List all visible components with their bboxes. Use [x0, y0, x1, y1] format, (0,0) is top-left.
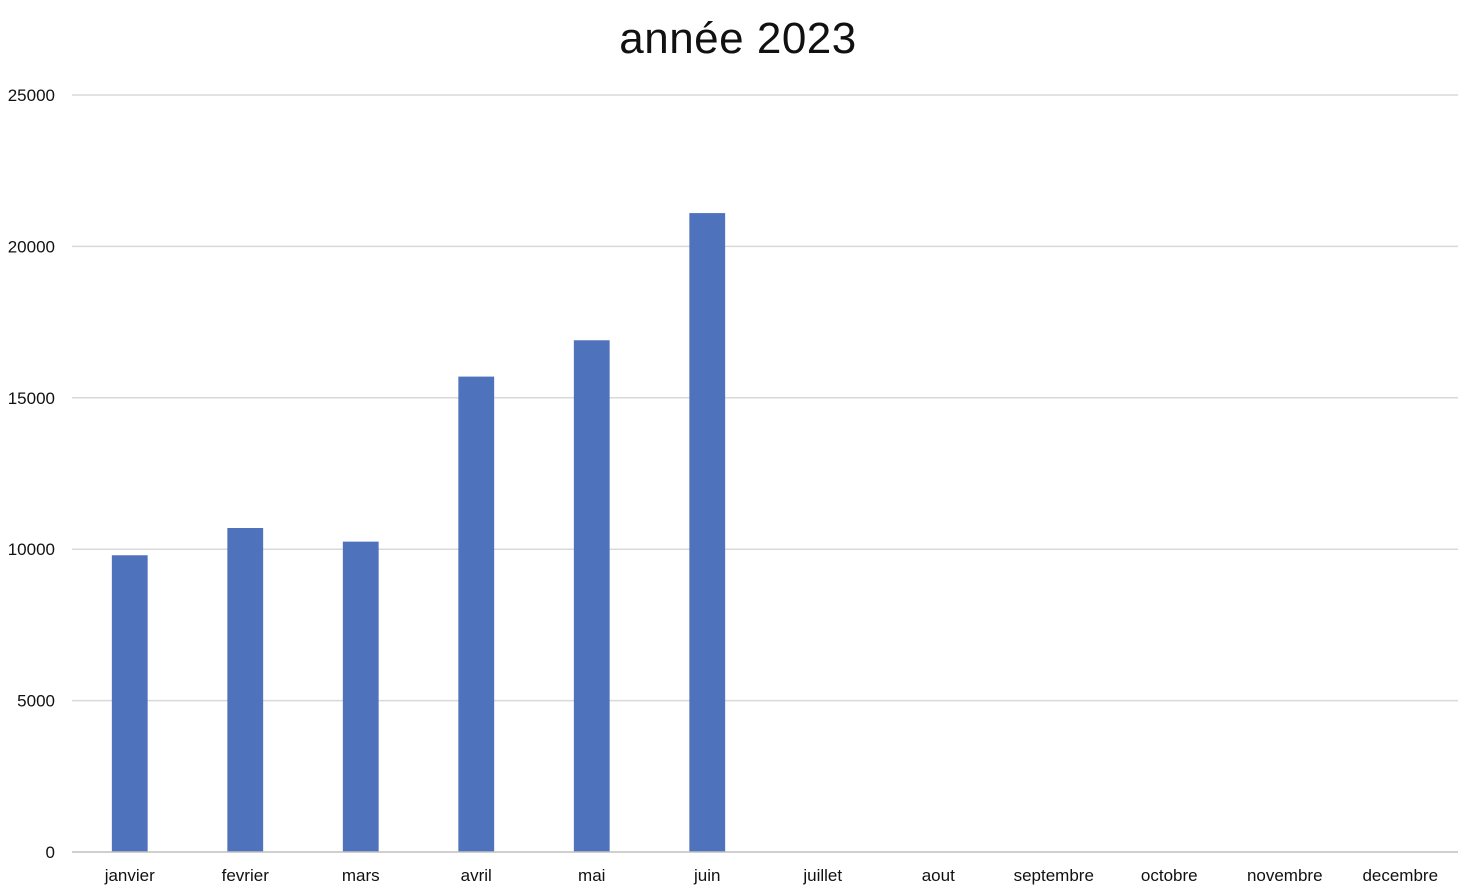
x-tick-label-juillet: juillet: [802, 866, 842, 885]
gridlines: [72, 94, 1458, 702]
y-tick: 25000: [8, 86, 55, 105]
bar-avril: [458, 376, 495, 852]
bar-mars: [342, 541, 379, 852]
x-tick-label-mai: mai: [578, 866, 605, 885]
x-tick: octobre: [1141, 866, 1198, 885]
y-tick: 15000: [8, 389, 55, 408]
y-tick-label: 25000: [8, 86, 55, 105]
y-tick: 10000: [8, 540, 55, 559]
y-tick-label: 20000: [8, 237, 55, 256]
y-tick: 20000: [8, 237, 55, 256]
y-tick-label: 15000: [8, 389, 55, 408]
bar-juin: [689, 213, 726, 853]
bar-mai: [573, 340, 610, 852]
x-tick: janvier: [104, 866, 155, 885]
x-tick-label-septembre: septembre: [1014, 866, 1094, 885]
x-tick-label-avril: avril: [461, 866, 492, 885]
chart-title: année 2023: [619, 14, 857, 63]
y-tick-label: 5000: [17, 692, 55, 711]
x-tick: mai: [578, 866, 605, 885]
bar-fevrier: [227, 528, 264, 852]
x-tick-label-aout: aout: [922, 866, 955, 885]
x-tick-label-mars: mars: [342, 866, 380, 885]
x-tick: avril: [461, 866, 492, 885]
x-tick-label-decembre: decembre: [1362, 866, 1438, 885]
x-tick-label-fevrier: fevrier: [222, 866, 270, 885]
x-tick-label-novembre: novembre: [1247, 866, 1323, 885]
tick-labels: 0 5000 10000 15000 20000 25000 janvier fevrier m…: [8, 86, 1438, 885]
x-tick: juin: [693, 866, 720, 885]
x-tick: novembre: [1247, 866, 1323, 885]
y-tick: 0: [46, 843, 55, 862]
x-tick: aout: [922, 866, 955, 885]
x-tick: juillet: [802, 866, 842, 885]
y-tick: 5000: [17, 692, 55, 711]
x-tick-label-juin: juin: [693, 866, 720, 885]
x-tick-label-octobre: octobre: [1141, 866, 1198, 885]
x-tick: mars: [342, 866, 380, 885]
bars: [111, 213, 726, 853]
y-tick-label: 10000: [8, 540, 55, 559]
x-tick: decembre: [1362, 866, 1438, 885]
y-tick-label: 0: [46, 843, 55, 862]
x-tick: septembre: [1014, 866, 1094, 885]
x-tick: fevrier: [222, 866, 270, 885]
bar-janvier: [111, 555, 148, 852]
x-tick-label-janvier: janvier: [104, 866, 155, 885]
